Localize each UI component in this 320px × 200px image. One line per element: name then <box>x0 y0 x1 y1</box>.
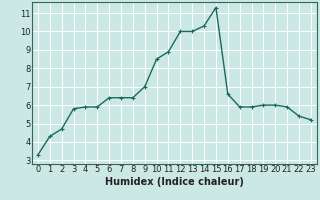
X-axis label: Humidex (Indice chaleur): Humidex (Indice chaleur) <box>105 177 244 187</box>
